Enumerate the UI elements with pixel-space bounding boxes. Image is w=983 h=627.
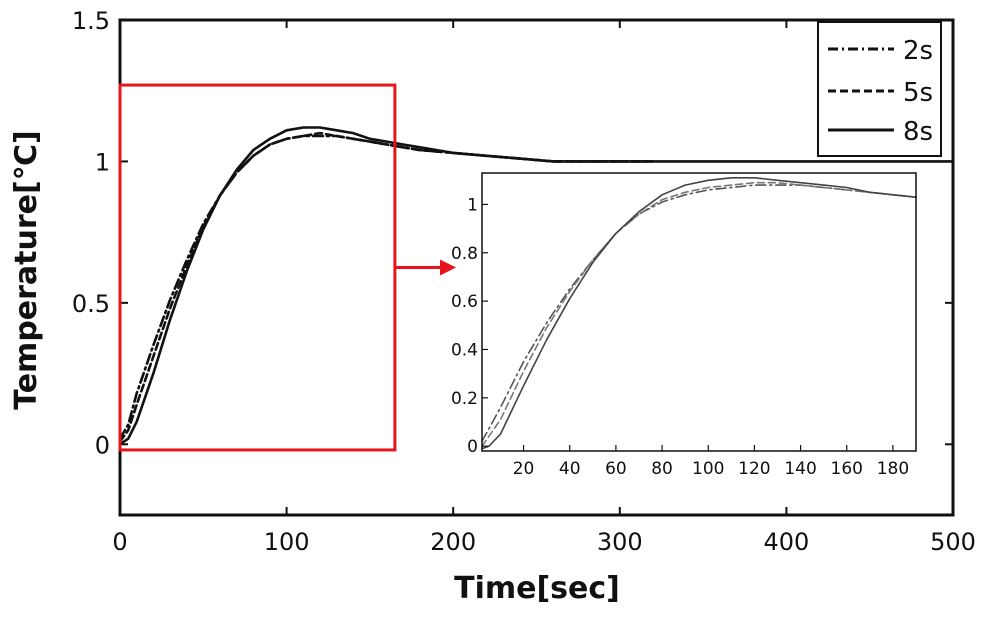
- inset-y-tick-label: 0.6: [451, 292, 478, 312]
- inset-background: [482, 173, 916, 451]
- inset-y-tick-label: 1: [467, 195, 478, 215]
- legend-item-8s: 8s: [828, 117, 933, 147]
- inset-x-tick-label: 180: [877, 459, 909, 479]
- main-series-lines: [118, 126, 955, 446]
- main-series-line-5s: [118, 131, 655, 443]
- main-series-line-2s: [118, 134, 655, 440]
- inset-y-tick-label: 0.4: [451, 340, 478, 360]
- main-x-tick-label: 400: [763, 528, 809, 556]
- zoom-indicator: [118, 83, 456, 452]
- main-y-tick-labels: 0 0.5 1 1.5: [72, 7, 110, 459]
- inset-x-tick-label: 100: [692, 459, 724, 479]
- main-x-tick-label: 300: [597, 528, 643, 556]
- legend: 2s 5s 8s: [817, 21, 942, 157]
- inset-x-tick-label: 40: [559, 459, 581, 479]
- legend-item-5s: 5s: [828, 78, 933, 108]
- main-x-tick-labels: 0 100 200 300 400 500: [112, 528, 976, 556]
- inset-series-line-5s: [481, 181, 917, 447]
- main-series-line-8s: [118, 126, 955, 446]
- main-x-tick-label: 0: [112, 528, 127, 556]
- main-y-tick-label: 0.5: [72, 290, 110, 318]
- inset-series-line-8s: [481, 177, 917, 450]
- main-plot: 0 100 200 300 400 500 00.511.5: [72, 7, 976, 556]
- inset-frame: [481, 172, 917, 452]
- main-x-tick-label: 200: [430, 528, 476, 556]
- inset-y-tick-label: 0.8: [451, 244, 478, 264]
- y-axis-label: Temperature[℃]: [9, 130, 44, 410]
- main-y-tick-label: 1: [95, 148, 110, 176]
- inset-x-tick-label: 140: [784, 459, 816, 479]
- inset-series-line-2s: [481, 184, 917, 443]
- inset-x-tick-label: 80: [651, 459, 673, 479]
- inset-x-tick-label: 120: [738, 459, 770, 479]
- x-axis-label: Time[sec]: [454, 571, 620, 606]
- inset-series-lines: [481, 177, 917, 450]
- main-y-tick-label: 1.5: [72, 7, 110, 35]
- main-y-tick-label: 0: [95, 431, 110, 459]
- inset-x-tick-label: 60: [605, 459, 627, 479]
- zoom-arrow-head: [440, 259, 456, 276]
- main-x-tick-label: 500: [930, 528, 976, 556]
- inset-y-tick-label: 0.2: [451, 389, 478, 409]
- main-x-tick-label: 100: [264, 528, 310, 556]
- inset-x-tick-labels: 20 40 60 80 100 120 140 160 180: [513, 459, 909, 479]
- legend-box: [817, 21, 942, 157]
- legend-label-8s: 8s: [903, 117, 933, 147]
- legend-label-2s: 2s: [903, 36, 933, 66]
- inset-y-tick-label: 0: [467, 437, 478, 457]
- inset-x-tick-label: 20: [513, 459, 535, 479]
- inset-x-tick-label: 160: [831, 459, 863, 479]
- inset-axis-ticks: [482, 203, 894, 451]
- legend-label-5s: 5s: [903, 78, 933, 108]
- legend-item-2s: 2s: [828, 36, 933, 66]
- inset-plot: 20 40 60 80 100 120 140 160 180 0 0.2 0.4 0.6 0.8 1: [451, 172, 917, 479]
- inset-y-tick-labels: 0 0.2 0.4 0.6 0.8 1: [451, 195, 478, 457]
